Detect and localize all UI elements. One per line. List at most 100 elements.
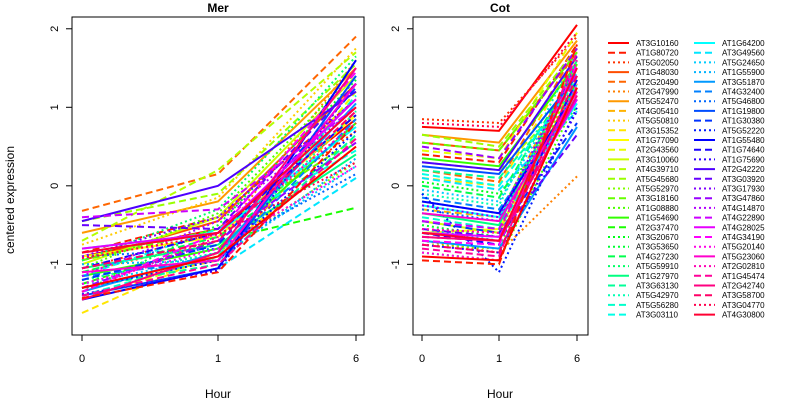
series-line [81,67,357,301]
series-line [421,47,578,160]
axes-mer: 0 1 6 -1 0 1 2 [49,26,359,365]
legend-label: AT4G27230 [636,252,679,261]
legend-label: AT1G30380 [722,117,765,126]
series-line [81,63,357,223]
legend-label: AT1G54690 [636,214,679,223]
x-tick-label: 0 [419,353,425,365]
series-line [421,63,578,219]
series-line [81,83,357,296]
legend-label: AT3G51870 [722,78,765,87]
y-tick-label: -1 [390,259,402,269]
x-tick-label: 1 [215,353,221,365]
legend-label: AT3G04770 [722,301,765,310]
legend-label: AT1G19800 [722,107,765,116]
series-line [81,134,357,289]
series-line [81,145,357,289]
legend-label: AT1G74640 [722,146,765,155]
legend-label: AT5G23060 [722,252,765,261]
panel-title-mer: Mer [207,1,229,15]
cot-panel: Cot 0 1 6 -1 0 1 2 Hour [390,1,589,400]
legend-label: AT5G50810 [636,117,679,126]
y-tick-label: 1 [49,104,61,110]
series-line [421,67,578,242]
x-tick-label: 0 [79,353,85,365]
legend-label: AT4G32400 [722,88,765,97]
series-line [421,39,578,144]
series-line [421,110,578,191]
legend-label: AT3G15352 [636,126,679,135]
series-line [81,122,357,300]
legend-label: AT2G42740 [722,282,765,291]
panel-title-cot: Cot [490,1,510,15]
series-line [421,32,578,128]
x-axis-label-cot: Hour [487,387,513,400]
series-line [421,35,578,125]
legend-label: AT1G77090 [636,136,679,145]
series-line [81,98,357,254]
plot-frame-cot [412,16,589,336]
axes-cot: 0 1 6 -1 0 1 2 [390,26,580,365]
legend-label: AT5G45680 [636,175,679,184]
series-line [81,67,357,234]
legend-label: AT4G22890 [722,214,765,223]
legend-label: AT1G75690 [722,155,765,164]
y-tick-label: 0 [390,183,402,189]
legend-label: AT1G08880 [636,204,679,213]
legend-label: AT2G37470 [636,223,679,232]
legend-label: AT2G20490 [636,78,679,87]
y-tick-label: 2 [49,26,61,32]
legend-label: AT3G03920 [722,175,765,184]
y-tick-label: 1 [390,104,402,110]
series-lines-cot [421,24,578,274]
x-axis-label-mer: Hour [205,387,231,400]
legend-label: AT3G18160 [636,194,679,203]
series-line [421,67,578,199]
legend-label: AT2G47990 [636,88,679,97]
series-line [421,59,578,234]
series-line [81,106,357,254]
legend-label: AT4G34190 [722,233,765,242]
series-line [81,106,357,219]
series-lines-mer [81,35,357,314]
y-tick-label: 2 [390,26,402,32]
legend-label: AT5G20140 [722,243,765,252]
series-line [421,44,578,266]
legend-label: AT1G27970 [636,272,679,281]
series-line [81,114,357,270]
legend-label: AT4G30800 [722,311,765,320]
x-tick-label: 6 [574,353,580,365]
legend-label: AT3G47860 [722,194,765,203]
legend-label: AT1G80720 [636,49,679,58]
series-line [81,94,357,297]
series-line [421,67,578,223]
legend-label: AT1G55900 [722,68,765,77]
y-tick-label: -1 [49,259,61,269]
series-line [421,24,578,132]
series-line [421,63,578,246]
legend-label: AT3G20670 [636,233,679,242]
legend-label: AT5G52970 [636,185,679,194]
series-line [81,98,357,258]
y-axis-label: centered expression [3,146,17,254]
legend-label: AT2G42220 [722,165,765,174]
legend-label: AT4G14870 [722,204,765,213]
series-line [421,51,578,152]
legend: AT3G10160AT1G80720AT5G02050AT1G48030AT2G… [608,39,765,320]
series-line [421,175,578,254]
series-line [421,83,578,242]
legend-label: AT5G52470 [636,97,679,106]
legend-label: AT5G59910 [636,262,679,271]
legend-label: AT4G28025 [722,223,765,232]
legend-label: AT5G56280 [636,301,679,310]
legend-label: AT1G48030 [636,68,679,77]
series-line [81,130,357,289]
series-line [81,161,357,260]
series-line [81,83,357,231]
legend-label: AT5G42970 [636,291,679,300]
legend-label: AT5G46800 [722,97,765,106]
legend-label: AT4G39710 [636,165,679,174]
series-line [421,91,578,215]
series-line [81,165,357,285]
legend-label: AT2G02810 [722,262,765,271]
